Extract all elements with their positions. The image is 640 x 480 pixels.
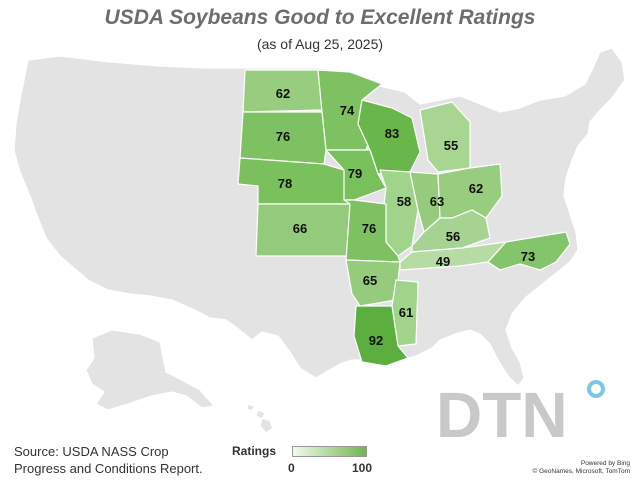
- legend-min-label: 0: [288, 461, 295, 475]
- credit-copyright: © GeoNames, Microsoft, TomTom: [532, 468, 631, 475]
- credit-powered-by: Powered by Bing: [580, 460, 630, 467]
- hawaii: [255, 409, 266, 420]
- dtn-logo-dot: [587, 380, 605, 398]
- legend-gradient: [292, 446, 367, 457]
- label-minnesota: 74: [340, 103, 355, 118]
- state-iowa: [325, 149, 387, 201]
- map-subtitle: (as of Aug 25, 2025): [256, 36, 384, 52]
- map-credit: Powered by Bing © GeoNames, Microsoft, T…: [533, 460, 631, 476]
- label-kentucky: 56: [446, 229, 460, 244]
- label-missouri: 76: [362, 221, 376, 236]
- legend-max-label: 100: [352, 461, 373, 475]
- state-mississippi: [391, 279, 419, 347]
- label-mississippi: 61: [399, 305, 413, 320]
- label-indiana: 63: [430, 194, 444, 209]
- label-michigan: 55: [444, 138, 458, 153]
- label-wisconsin: 83: [385, 126, 399, 141]
- legend-title: Ratings: [232, 444, 277, 458]
- label-iowa: 79: [348, 166, 362, 181]
- label-south-dakota: 76: [276, 129, 290, 144]
- dtn-logo-text: DTN: [436, 379, 568, 445]
- label-tennessee: 49: [436, 254, 450, 269]
- label-nebraska: 78: [278, 176, 292, 191]
- state-south-dakota: [239, 111, 327, 165]
- label-ohio: 62: [469, 181, 483, 196]
- source-line-2: Progress and Conditions Report.: [14, 461, 203, 476]
- label-north-carolina: 73: [521, 249, 535, 264]
- alaska: [85, 329, 215, 411]
- label-arkansas: 65: [363, 273, 377, 288]
- dtn-logo: DTN: [436, 379, 605, 445]
- label-illinois: 58: [397, 194, 411, 209]
- state-north-carolina: [487, 231, 571, 271]
- state-missouri: [343, 199, 401, 263]
- label-north-dakota: 62: [276, 86, 290, 101]
- state-louisiana: [353, 305, 409, 367]
- source-line-1: Source: USDA NASS Crop: [14, 444, 169, 459]
- label-kansas: 66: [293, 221, 307, 236]
- hawaii: [246, 403, 255, 412]
- state-arkansas: [345, 259, 401, 307]
- map-title: USDA Soybeans Good to Excellent Ratings: [104, 6, 536, 29]
- source-note: Source: USDA NASS Crop Progress and Cond…: [14, 443, 203, 477]
- hawaii: [259, 417, 274, 434]
- label-louisiana: 92: [369, 333, 383, 348]
